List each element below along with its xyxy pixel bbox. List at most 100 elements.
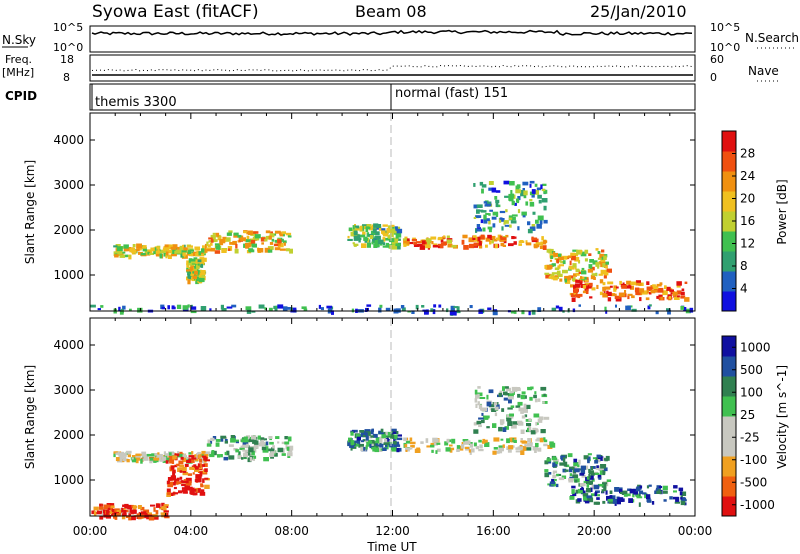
range-cell <box>182 471 189 476</box>
range-cell <box>287 436 292 442</box>
range-cell <box>197 451 201 455</box>
range-cell <box>628 498 633 503</box>
range-cell <box>525 240 528 245</box>
range-cell <box>175 249 182 254</box>
range-cell <box>287 234 290 238</box>
range-cell <box>528 311 531 316</box>
range-cell <box>135 453 141 457</box>
range-cell <box>204 451 211 456</box>
range-cell <box>464 446 470 449</box>
range-cell <box>605 261 609 265</box>
range-cell <box>138 251 143 255</box>
range-cell <box>508 396 514 400</box>
range-cell <box>381 230 386 234</box>
range-cell <box>390 428 397 433</box>
range-cell <box>544 469 549 473</box>
range-cell <box>129 308 132 311</box>
colorbar-segment <box>722 436 736 457</box>
range-cell <box>498 218 505 222</box>
range-cell <box>680 295 686 299</box>
range-cell <box>584 500 590 504</box>
range-cell <box>602 263 606 268</box>
range-cell <box>405 447 411 450</box>
range-cell <box>197 463 202 468</box>
range-cell <box>629 285 634 290</box>
range-cell <box>473 242 477 247</box>
range-cell <box>140 252 146 256</box>
range-cell <box>680 495 683 498</box>
range-cell <box>573 285 577 290</box>
colorbar-segment <box>722 231 736 252</box>
range-cell <box>656 295 659 299</box>
range-cell <box>520 440 526 443</box>
range-cell <box>499 419 505 424</box>
range-cell <box>288 447 291 452</box>
range-cell <box>627 488 632 491</box>
range-cell <box>350 431 354 436</box>
range-cell <box>210 440 213 444</box>
range-cell <box>629 488 636 494</box>
range-cell <box>473 442 477 447</box>
range-cell <box>543 439 548 443</box>
range-cell <box>425 238 432 242</box>
range-cell <box>571 255 576 261</box>
range-cell <box>211 450 215 455</box>
range-cell <box>491 235 496 240</box>
range-cell <box>476 228 483 232</box>
range-cell <box>600 269 606 275</box>
range-cell <box>647 305 651 310</box>
range-cell <box>496 190 501 193</box>
range-cell <box>179 451 183 455</box>
range-cell <box>600 259 606 263</box>
range-cell <box>176 463 180 467</box>
y-tick-label: 1000 <box>53 268 84 282</box>
range-cell <box>508 193 513 199</box>
range-cell <box>187 262 192 266</box>
range-cell <box>574 257 580 262</box>
range-cell <box>378 226 382 231</box>
range-cell <box>491 238 494 244</box>
range-cell <box>540 184 543 189</box>
range-cell <box>528 427 532 432</box>
range-cell <box>505 234 509 238</box>
range-cell <box>234 248 239 254</box>
range-cell <box>636 496 643 499</box>
range-cell <box>376 447 383 452</box>
range-cell <box>184 456 191 460</box>
range-cell <box>199 257 205 262</box>
range-cell <box>572 308 576 313</box>
range-cell <box>109 511 112 515</box>
range-cell <box>110 507 114 511</box>
range-cell <box>512 236 517 239</box>
range-cell <box>517 393 521 398</box>
range-cell <box>290 307 297 313</box>
range-cell <box>528 418 532 422</box>
range-cell <box>382 237 386 242</box>
range-cell <box>182 454 186 458</box>
range-cell <box>379 438 383 443</box>
range-cell <box>371 241 374 245</box>
range-cell <box>277 239 282 244</box>
range-cell <box>533 413 540 418</box>
freq-left-top: 18 <box>60 53 74 66</box>
range-cell <box>212 436 217 440</box>
velocity-ylabel: Slant Range [km] <box>23 365 37 469</box>
colorbar-segment <box>722 416 736 437</box>
range-cell <box>592 260 598 265</box>
range-cell <box>377 239 384 245</box>
range-cell <box>668 296 672 299</box>
range-cell <box>172 472 176 476</box>
range-cell <box>598 477 602 480</box>
range-cell <box>182 305 189 310</box>
range-cell <box>188 452 192 455</box>
range-cell <box>116 246 123 252</box>
range-cell <box>121 453 127 457</box>
range-cell <box>520 394 526 400</box>
range-cell <box>388 234 391 239</box>
range-cell <box>347 235 350 239</box>
range-cell <box>523 403 527 409</box>
colorbar-tick-label: -25 <box>740 430 760 444</box>
range-cell <box>263 457 269 462</box>
range-cell <box>593 276 596 280</box>
range-cell <box>354 440 360 443</box>
